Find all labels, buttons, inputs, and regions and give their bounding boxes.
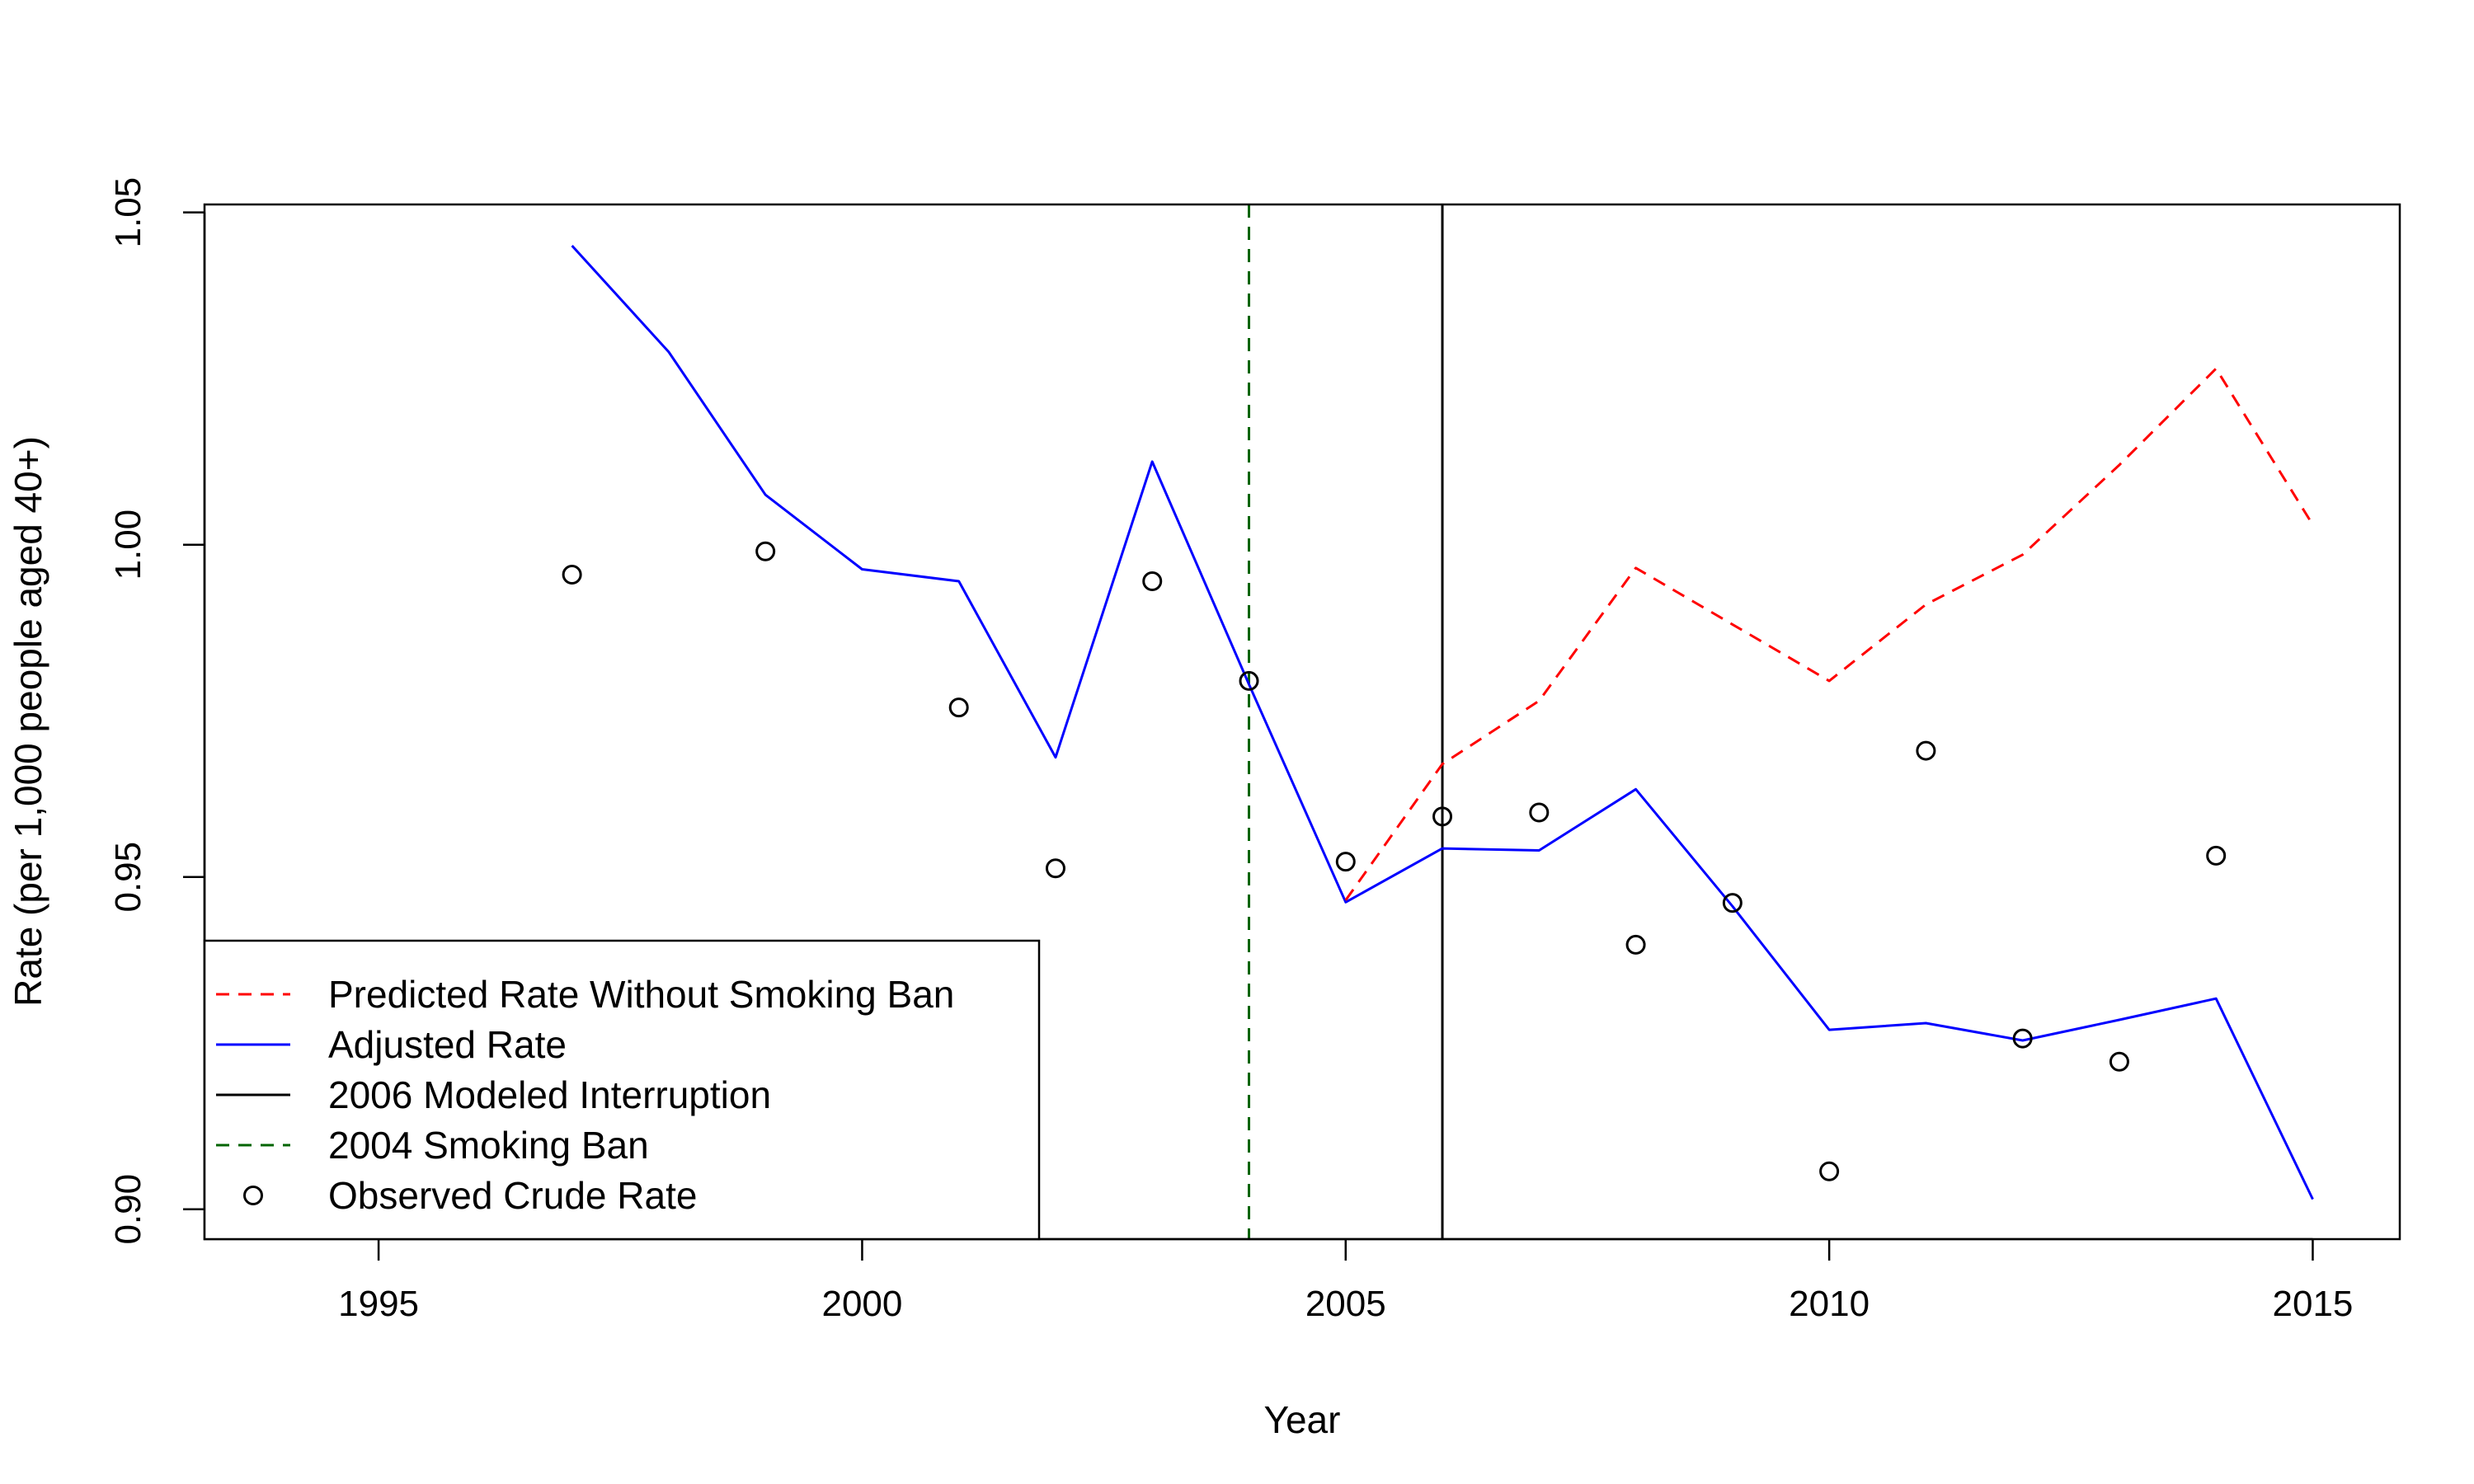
data-point bbox=[1916, 740, 1936, 761]
legend-marker bbox=[243, 1186, 263, 1205]
x-axis-title: Year bbox=[1264, 1398, 1341, 1441]
data-point bbox=[1625, 934, 1646, 955]
legend-item: Adjusted Rate bbox=[216, 1023, 567, 1066]
x-tick-label: 2000 bbox=[821, 1284, 902, 1324]
legend-box bbox=[203, 939, 1041, 1241]
legend-label: 2004 Smoking Ban bbox=[328, 1124, 649, 1167]
x-tick-label: 1995 bbox=[338, 1284, 419, 1324]
plot-frame bbox=[203, 203, 2401, 1241]
y-tick-label: 0.90 bbox=[108, 1174, 148, 1245]
data-point bbox=[2109, 1051, 2129, 1072]
data-point bbox=[1045, 858, 1065, 879]
legend-item: 2006 Modeled Interruption bbox=[216, 1073, 771, 1116]
data-point bbox=[2012, 1028, 2033, 1049]
x-tick-label: 2015 bbox=[2273, 1284, 2354, 1324]
legend-label: Predicted Rate Without Smoking Ban bbox=[328, 973, 954, 1016]
legend-item: Predicted Rate Without Smoking Ban bbox=[216, 973, 954, 1016]
legend-label: 2006 Modeled Interruption bbox=[328, 1073, 771, 1116]
legend-label: Adjusted Rate bbox=[328, 1023, 567, 1066]
y-tick-label: 1.05 bbox=[108, 177, 148, 248]
data-point bbox=[1432, 806, 1453, 827]
y-tick-label: 0.95 bbox=[108, 842, 148, 913]
series-line-0 bbox=[571, 244, 2314, 1200]
x-tick-label: 2010 bbox=[1789, 1284, 1870, 1324]
legend-item: Observed Crude Rate bbox=[243, 1174, 697, 1217]
data-point bbox=[948, 697, 969, 718]
data-point bbox=[2206, 845, 2227, 866]
series-line-1 bbox=[1344, 367, 2314, 901]
data-point bbox=[755, 541, 776, 561]
y-axis-title: Rate (per 1,000 people aged 40+) bbox=[7, 436, 49, 1007]
data-point bbox=[1529, 802, 1550, 823]
legend-item: 2004 Smoking Ban bbox=[216, 1124, 649, 1167]
data-point bbox=[1819, 1161, 1840, 1181]
data-point bbox=[1142, 571, 1163, 592]
x-tick-label: 2005 bbox=[1305, 1284, 1386, 1324]
data-point bbox=[1239, 670, 1259, 691]
legend: Predicted Rate Without Smoking Ban Adjust… bbox=[203, 939, 1041, 1241]
y-tick-label: 1.00 bbox=[108, 510, 148, 580]
legend-label: Observed Crude Rate bbox=[328, 1174, 697, 1217]
data-point bbox=[1335, 852, 1356, 872]
data-point bbox=[562, 564, 582, 585]
data-point bbox=[1722, 893, 1743, 913]
plot-content bbox=[562, 204, 2314, 1239]
